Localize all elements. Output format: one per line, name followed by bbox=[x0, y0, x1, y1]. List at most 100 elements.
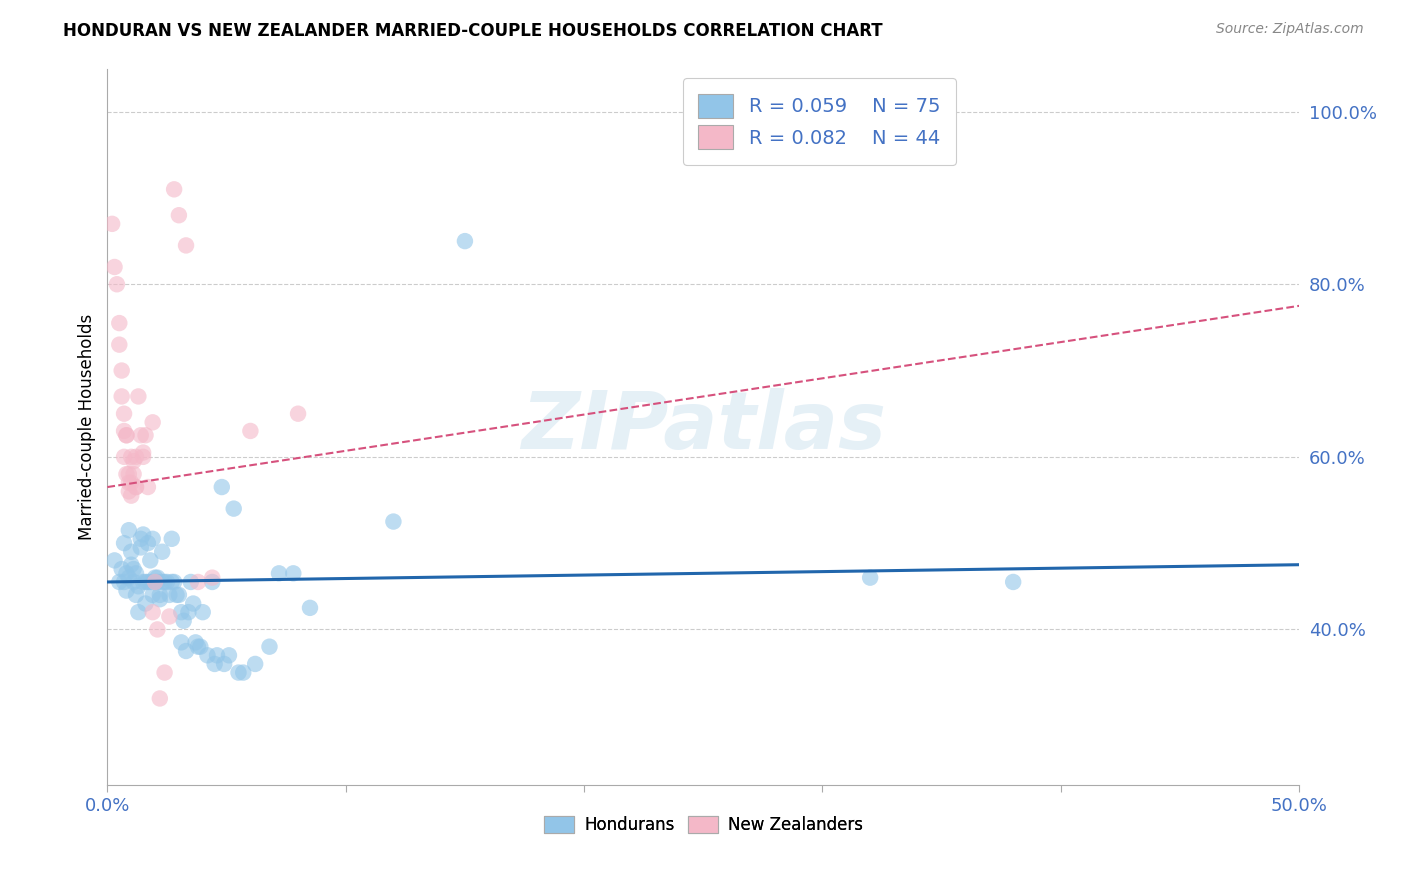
Point bbox=[111, 363, 134, 377]
Point bbox=[118, 571, 141, 585]
Point bbox=[156, 574, 179, 589]
Point bbox=[112, 424, 135, 438]
Point bbox=[163, 574, 186, 589]
Point bbox=[163, 182, 186, 196]
Point bbox=[108, 337, 131, 351]
Point bbox=[112, 574, 135, 589]
Point bbox=[127, 389, 149, 403]
Point bbox=[146, 571, 169, 585]
Point bbox=[105, 277, 128, 292]
Text: Source: ZipAtlas.com: Source: ZipAtlas.com bbox=[1216, 22, 1364, 37]
Point bbox=[122, 562, 145, 576]
Point bbox=[142, 588, 165, 602]
Point bbox=[134, 574, 156, 589]
Point bbox=[112, 536, 135, 550]
Point bbox=[143, 571, 166, 585]
Point bbox=[174, 644, 197, 658]
Point bbox=[101, 217, 124, 231]
Point bbox=[259, 640, 281, 654]
Point bbox=[118, 467, 141, 482]
Point bbox=[174, 238, 197, 252]
Point bbox=[125, 588, 148, 602]
Point bbox=[149, 691, 172, 706]
Point bbox=[287, 407, 309, 421]
Point bbox=[143, 574, 166, 589]
Point bbox=[142, 415, 165, 429]
Point bbox=[136, 480, 159, 494]
Point bbox=[136, 574, 159, 589]
Point bbox=[112, 407, 135, 421]
Point bbox=[103, 553, 125, 567]
Point bbox=[153, 665, 176, 680]
Point bbox=[122, 467, 145, 482]
Point bbox=[157, 588, 180, 602]
Point bbox=[127, 579, 149, 593]
Point bbox=[115, 428, 138, 442]
Point bbox=[205, 648, 228, 663]
Point bbox=[125, 480, 148, 494]
Point bbox=[142, 605, 165, 619]
Point bbox=[184, 635, 207, 649]
Point bbox=[228, 665, 250, 680]
Point bbox=[212, 657, 235, 671]
Point bbox=[108, 316, 131, 330]
Point bbox=[201, 571, 224, 585]
Point bbox=[129, 532, 152, 546]
Legend: Hondurans, New Zealanders: Hondurans, New Zealanders bbox=[537, 809, 869, 841]
Point bbox=[149, 592, 172, 607]
Point bbox=[201, 574, 224, 589]
Point bbox=[142, 532, 165, 546]
Point bbox=[180, 574, 202, 589]
Point bbox=[166, 588, 188, 602]
Point bbox=[115, 467, 138, 482]
Point bbox=[115, 428, 138, 442]
Point bbox=[160, 532, 183, 546]
Point bbox=[132, 450, 155, 464]
Point bbox=[222, 501, 245, 516]
Point bbox=[122, 454, 145, 468]
Point bbox=[187, 640, 209, 654]
Point bbox=[149, 588, 172, 602]
Point bbox=[125, 450, 148, 464]
Point bbox=[118, 523, 141, 537]
Point bbox=[134, 597, 156, 611]
Point bbox=[120, 545, 142, 559]
Point bbox=[150, 574, 173, 589]
Point bbox=[191, 605, 214, 619]
Point bbox=[146, 574, 169, 589]
Point bbox=[150, 545, 173, 559]
Point bbox=[187, 574, 209, 589]
Point bbox=[129, 541, 152, 555]
Point bbox=[108, 574, 131, 589]
Point bbox=[232, 665, 254, 680]
Point bbox=[157, 609, 180, 624]
Point bbox=[146, 623, 169, 637]
Point bbox=[120, 475, 142, 490]
Point bbox=[115, 566, 138, 581]
Point bbox=[118, 475, 141, 490]
Point bbox=[170, 635, 193, 649]
Point bbox=[177, 605, 200, 619]
Point bbox=[122, 574, 145, 589]
Point bbox=[204, 657, 226, 671]
Point bbox=[197, 648, 219, 663]
Point bbox=[134, 428, 156, 442]
Point bbox=[111, 389, 134, 403]
Point bbox=[382, 515, 405, 529]
Point bbox=[153, 574, 176, 589]
Point bbox=[239, 424, 262, 438]
Point bbox=[454, 234, 477, 248]
Point bbox=[132, 527, 155, 541]
Point bbox=[143, 574, 166, 589]
Point bbox=[112, 450, 135, 464]
Point bbox=[127, 605, 149, 619]
Point bbox=[283, 566, 305, 581]
Point bbox=[111, 562, 134, 576]
Point bbox=[218, 648, 240, 663]
Point bbox=[160, 574, 183, 589]
Point bbox=[298, 600, 321, 615]
Point bbox=[115, 583, 138, 598]
Point bbox=[173, 614, 195, 628]
Point bbox=[120, 450, 142, 464]
Point bbox=[181, 597, 204, 611]
